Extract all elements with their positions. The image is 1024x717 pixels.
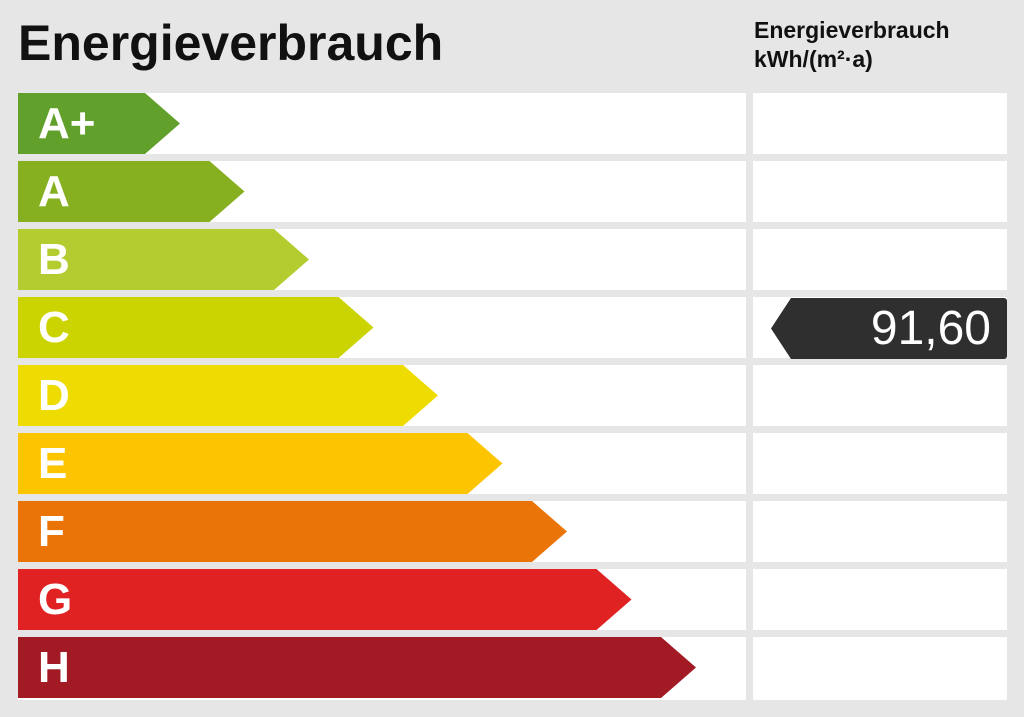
scale-row-value-cell [753,569,1007,630]
class-label: B [38,235,70,284]
class-arrow-b: B [18,229,309,290]
class-arrow-c: C [18,297,374,358]
class-label: E [38,439,68,488]
scale-row-value-cell [753,229,1007,290]
consumption-value: 91,60 [870,302,991,355]
class-arrow-f: F [18,501,567,562]
scale-row-value-cell [753,161,1007,222]
class-label: D [38,371,70,420]
class-label: G [38,575,73,624]
scale-row-value-cell [753,93,1007,154]
unit-header: Energieverbrauch kWh/(m²·a) [754,16,950,74]
class-label: C [38,303,70,352]
class-arrow-d: D [18,365,438,426]
scale-row-value-cell [753,501,1007,562]
scale-row-value-cell [753,637,1007,700]
unit-header-line1: Energieverbrauch [754,17,950,43]
class-arrow-aplus: A+ [18,93,180,154]
unit-header-line2: kWh/(m²·a) [754,46,873,72]
class-arrow-a: A [18,161,245,222]
scale-row-value-cell [753,433,1007,494]
class-arrow-e: E [18,433,503,494]
class-label: A [38,167,70,216]
scale-row-value-cell [753,365,1007,426]
class-arrow-g: G [18,569,632,630]
class-label: A+ [38,99,96,148]
class-arrow-h: H [18,637,696,698]
label-title: Energieverbrauch [18,15,444,71]
class-label: F [38,507,65,556]
consumption-value-marker: 91,60 [771,298,1007,359]
class-label: H [38,643,70,692]
